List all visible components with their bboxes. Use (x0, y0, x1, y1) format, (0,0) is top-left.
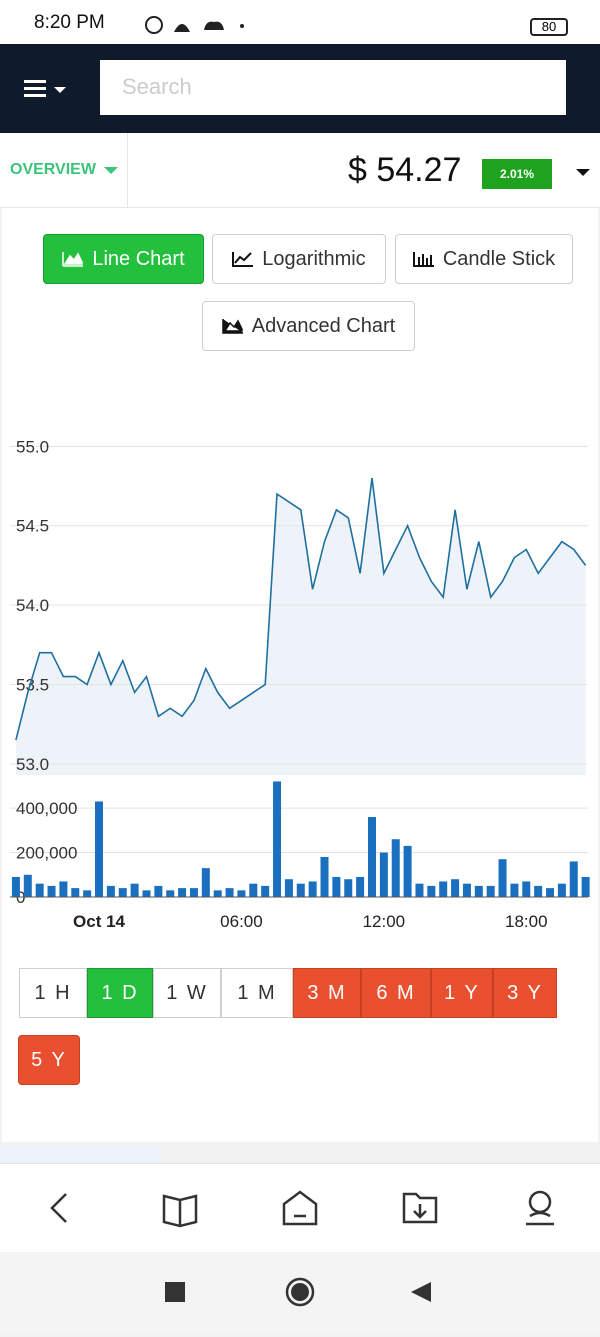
price-area (15, 478, 586, 775)
x-tick-label: 12:00 (363, 912, 406, 931)
volume-bar (391, 839, 400, 897)
volume-bar (522, 881, 531, 897)
button-label: Candle Stick (442, 247, 556, 270)
chart-type-button[interactable]: Advanced Chart (202, 301, 415, 351)
chart-type-button[interactable]: Logarithmic (212, 234, 386, 284)
header: Search (0, 44, 600, 133)
volume-bar (415, 883, 424, 897)
volume-bar (569, 861, 578, 897)
range-button[interactable]: 1 W (153, 968, 221, 1018)
volume-bar (344, 879, 353, 897)
nav-icons (50, 1190, 554, 1228)
price: $ 54.27 (348, 151, 462, 189)
overview-tab[interactable]: OVERVIEW (10, 161, 96, 178)
y-tick-label: 400,000 (16, 799, 77, 818)
range-button[interactable]: 1 D (87, 968, 153, 1018)
change-badge: 2.01% (482, 159, 552, 189)
volume-bar (284, 879, 293, 897)
browser-nav (0, 1163, 600, 1252)
range-button[interactable]: 3 Y (493, 968, 557, 1018)
volume-bar (237, 890, 246, 897)
tab-strip (0, 1146, 160, 1164)
volume-bar (557, 883, 566, 897)
volume-bar (225, 888, 234, 897)
y-tick-label: 54.0 (16, 596, 49, 615)
volume-bar (403, 845, 412, 897)
range-button[interactable]: 5 Y (18, 1035, 80, 1085)
volume-bar (11, 877, 20, 897)
volume-bar (356, 877, 365, 897)
volume-bar (308, 881, 317, 897)
volume-bar (273, 781, 282, 897)
battery: 80 (530, 18, 568, 36)
range-button[interactable]: 1 M (221, 968, 293, 1018)
volume-bar (320, 857, 329, 897)
range-button[interactable]: 3 M (293, 968, 361, 1018)
volume-bar (439, 881, 448, 897)
chart-type-button[interactable]: Candle Stick (395, 234, 573, 284)
volume-bar (510, 883, 519, 897)
y-tick-label: 53.0 (16, 755, 49, 774)
volume-bar (261, 885, 270, 897)
volume-bar (332, 877, 341, 897)
volume-bar (486, 885, 495, 897)
status-icons (145, 16, 244, 34)
x-tick-label: 18:00 (505, 912, 548, 931)
volume-bar (189, 888, 198, 897)
volume-bar (106, 885, 115, 897)
system-nav (0, 1252, 600, 1332)
y-tick-label: 54.5 (16, 517, 49, 536)
chart-type-button[interactable]: Line Chart (43, 234, 204, 284)
volume-bar (178, 888, 187, 897)
button-label: Advanced Chart (251, 314, 396, 337)
volume-bar (142, 890, 151, 897)
volume-bar (118, 888, 127, 897)
volume-bar (213, 890, 222, 897)
volume-bar (83, 890, 92, 897)
volume-bar (201, 868, 210, 897)
y-tick-label: 53.5 (16, 676, 49, 695)
volume-bar (166, 890, 175, 897)
volume-bar (451, 879, 460, 897)
volume-bar (462, 883, 471, 897)
clock: 8:20 PM (34, 12, 105, 33)
expand-icon[interactable] (576, 169, 590, 177)
y-tick-label: 200,000 (16, 844, 77, 863)
range-button[interactable]: 1 H (19, 968, 87, 1018)
price-line (15, 478, 587, 741)
volume-bar (546, 888, 555, 897)
volume-bar (498, 859, 507, 897)
button-label: Logarithmic (262, 247, 366, 270)
volume-bar (23, 874, 32, 897)
volume-bar (367, 817, 376, 897)
x-tick-label: Oct 14 (73, 912, 126, 931)
volume-bar (59, 881, 68, 897)
volume-bar (296, 883, 305, 897)
system-nav-icons (165, 1277, 431, 1307)
volume-bar (379, 852, 388, 897)
dropdown-icon (104, 167, 118, 174)
search-input[interactable]: Search (100, 60, 566, 115)
volume-bar (35, 883, 44, 897)
volume-bar (534, 885, 543, 897)
summary-bar: OVERVIEW $ 54.27 2.01% (0, 133, 600, 208)
menu-button[interactable] (24, 78, 70, 100)
volume-bar (95, 801, 104, 897)
volume-bar (427, 885, 436, 897)
range-button[interactable]: 6 M (361, 968, 431, 1018)
volume-bar (130, 883, 139, 897)
y-tick-label: 55.0 (16, 437, 49, 456)
button-label: Line Chart (92, 247, 185, 270)
range-button[interactable]: 1 Y (431, 968, 493, 1018)
volume-bar (474, 885, 483, 897)
volume-bar (154, 885, 163, 897)
volume-bar (47, 885, 56, 897)
volume-bar (71, 888, 80, 897)
status-bar: 8:20 PM 80 (0, 0, 600, 44)
volume-bar (249, 883, 258, 897)
chart: 53.0 53.5 54.0 54.5 55.0 Oct 14 06:00 12:00 18:0… (10, 437, 590, 931)
volume-bar (581, 877, 590, 897)
x-tick-label: 06:00 (220, 912, 263, 931)
